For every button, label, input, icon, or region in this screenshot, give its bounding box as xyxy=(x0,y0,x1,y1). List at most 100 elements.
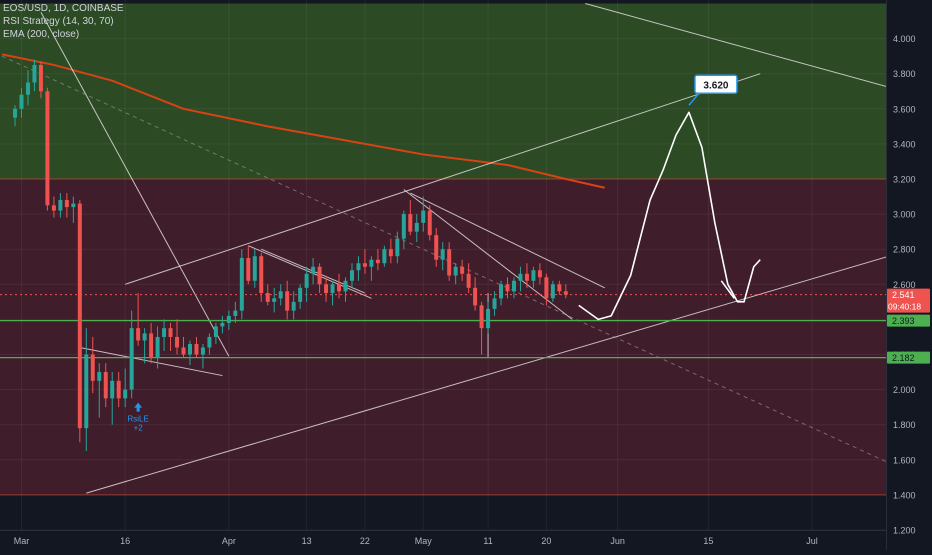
candle[interactable] xyxy=(265,293,270,302)
trendline-wedge-c-lower[interactable] xyxy=(403,189,573,320)
candle[interactable] xyxy=(337,284,342,292)
candle[interactable] xyxy=(123,389,128,399)
candle[interactable] xyxy=(518,273,523,281)
candle[interactable] xyxy=(181,347,186,355)
candle[interactable] xyxy=(136,328,141,341)
candle[interactable] xyxy=(460,266,465,274)
candle[interactable] xyxy=(272,298,277,302)
time-axis[interactable] xyxy=(0,530,886,550)
candle[interactable] xyxy=(90,354,95,381)
candle[interactable] xyxy=(343,280,348,292)
candle[interactable] xyxy=(45,91,50,206)
candle[interactable] xyxy=(64,200,69,208)
candle[interactable] xyxy=(259,256,264,294)
candle[interactable] xyxy=(382,249,387,264)
candle[interactable] xyxy=(537,270,542,278)
candle[interactable] xyxy=(110,380,115,399)
candle[interactable] xyxy=(129,328,134,390)
candle[interactable] xyxy=(200,347,205,355)
projection-path[interactable] xyxy=(578,111,761,321)
candle[interactable] xyxy=(155,336,160,359)
indicator-rsi-strategy[interactable]: RSI Strategy (14, 30, 70) xyxy=(3,16,114,27)
candle[interactable] xyxy=(162,328,167,337)
candle[interactable] xyxy=(311,266,316,274)
candle[interactable] xyxy=(207,336,212,348)
candle[interactable] xyxy=(486,308,491,329)
candle[interactable] xyxy=(168,328,173,337)
candle[interactable] xyxy=(349,270,354,281)
candle[interactable] xyxy=(220,322,225,327)
candle[interactable] xyxy=(434,235,439,260)
candle[interactable] xyxy=(453,266,458,276)
trendline-dashed[interactable] xyxy=(1,55,891,464)
candle[interactable] xyxy=(324,284,329,294)
candle[interactable] xyxy=(557,284,562,292)
candle[interactable] xyxy=(246,257,251,281)
candle[interactable] xyxy=(142,333,147,341)
trendline-support-long[interactable] xyxy=(86,239,932,494)
candle[interactable] xyxy=(116,380,121,399)
symbol-title[interactable]: EOS/USD, 1D, COINBASE xyxy=(3,3,124,14)
candle[interactable] xyxy=(32,64,37,83)
candle[interactable] xyxy=(58,200,63,211)
candle[interactable] xyxy=(388,249,393,257)
projection-path-tail[interactable] xyxy=(720,280,735,299)
candle[interactable] xyxy=(473,287,478,306)
candle[interactable] xyxy=(291,301,296,311)
candle[interactable] xyxy=(278,291,283,299)
candle[interactable] xyxy=(304,273,309,288)
candle[interactable] xyxy=(511,280,516,292)
candle[interactable] xyxy=(298,287,303,302)
candle[interactable] xyxy=(84,354,89,429)
candle[interactable] xyxy=(71,203,76,208)
candle[interactable] xyxy=(524,273,529,281)
trendline-falling-steep[interactable] xyxy=(40,12,230,357)
candle[interactable] xyxy=(563,291,568,295)
candle[interactable] xyxy=(38,64,43,92)
candle[interactable] xyxy=(51,205,56,211)
candle[interactable] xyxy=(440,249,445,260)
price-axis[interactable] xyxy=(886,0,932,550)
candle[interactable] xyxy=(317,266,322,285)
candle[interactable] xyxy=(226,315,231,323)
candle[interactable] xyxy=(550,284,555,299)
candle[interactable] xyxy=(97,372,102,381)
candle[interactable] xyxy=(19,94,24,109)
candle[interactable] xyxy=(544,277,549,299)
candle[interactable] xyxy=(447,249,452,276)
candle[interactable] xyxy=(175,336,180,348)
candle[interactable] xyxy=(395,238,400,257)
candle[interactable] xyxy=(531,270,536,281)
candle[interactable] xyxy=(13,108,18,118)
candle[interactable] xyxy=(149,333,154,359)
candle[interactable] xyxy=(375,259,380,264)
indicator-ema[interactable]: EMA (200, close) xyxy=(3,29,80,40)
candle[interactable] xyxy=(239,257,244,311)
candle[interactable] xyxy=(77,203,82,429)
candle[interactable] xyxy=(414,222,419,232)
candle[interactable] xyxy=(492,298,497,309)
candle[interactable] xyxy=(285,291,290,311)
candle[interactable] xyxy=(103,372,108,399)
ema-200-line[interactable] xyxy=(1,53,605,189)
candle[interactable] xyxy=(25,82,30,95)
candle[interactable] xyxy=(466,273,471,288)
candle[interactable] xyxy=(233,310,238,316)
candle[interactable] xyxy=(369,259,374,267)
candle[interactable] xyxy=(187,343,192,355)
candle[interactable] xyxy=(213,326,218,337)
candle[interactable] xyxy=(427,210,432,236)
trendline-channel-upper[interactable] xyxy=(125,73,761,285)
candle[interactable] xyxy=(194,343,199,355)
candle[interactable] xyxy=(408,214,413,232)
trendline-wedge-b-lower[interactable] xyxy=(248,245,372,299)
candle[interactable] xyxy=(499,284,504,299)
candle[interactable] xyxy=(401,214,406,239)
callout-box[interactable] xyxy=(694,74,738,95)
candle[interactable] xyxy=(362,263,367,267)
candle[interactable] xyxy=(330,284,335,294)
candle[interactable] xyxy=(505,284,510,292)
candle[interactable] xyxy=(356,263,361,271)
